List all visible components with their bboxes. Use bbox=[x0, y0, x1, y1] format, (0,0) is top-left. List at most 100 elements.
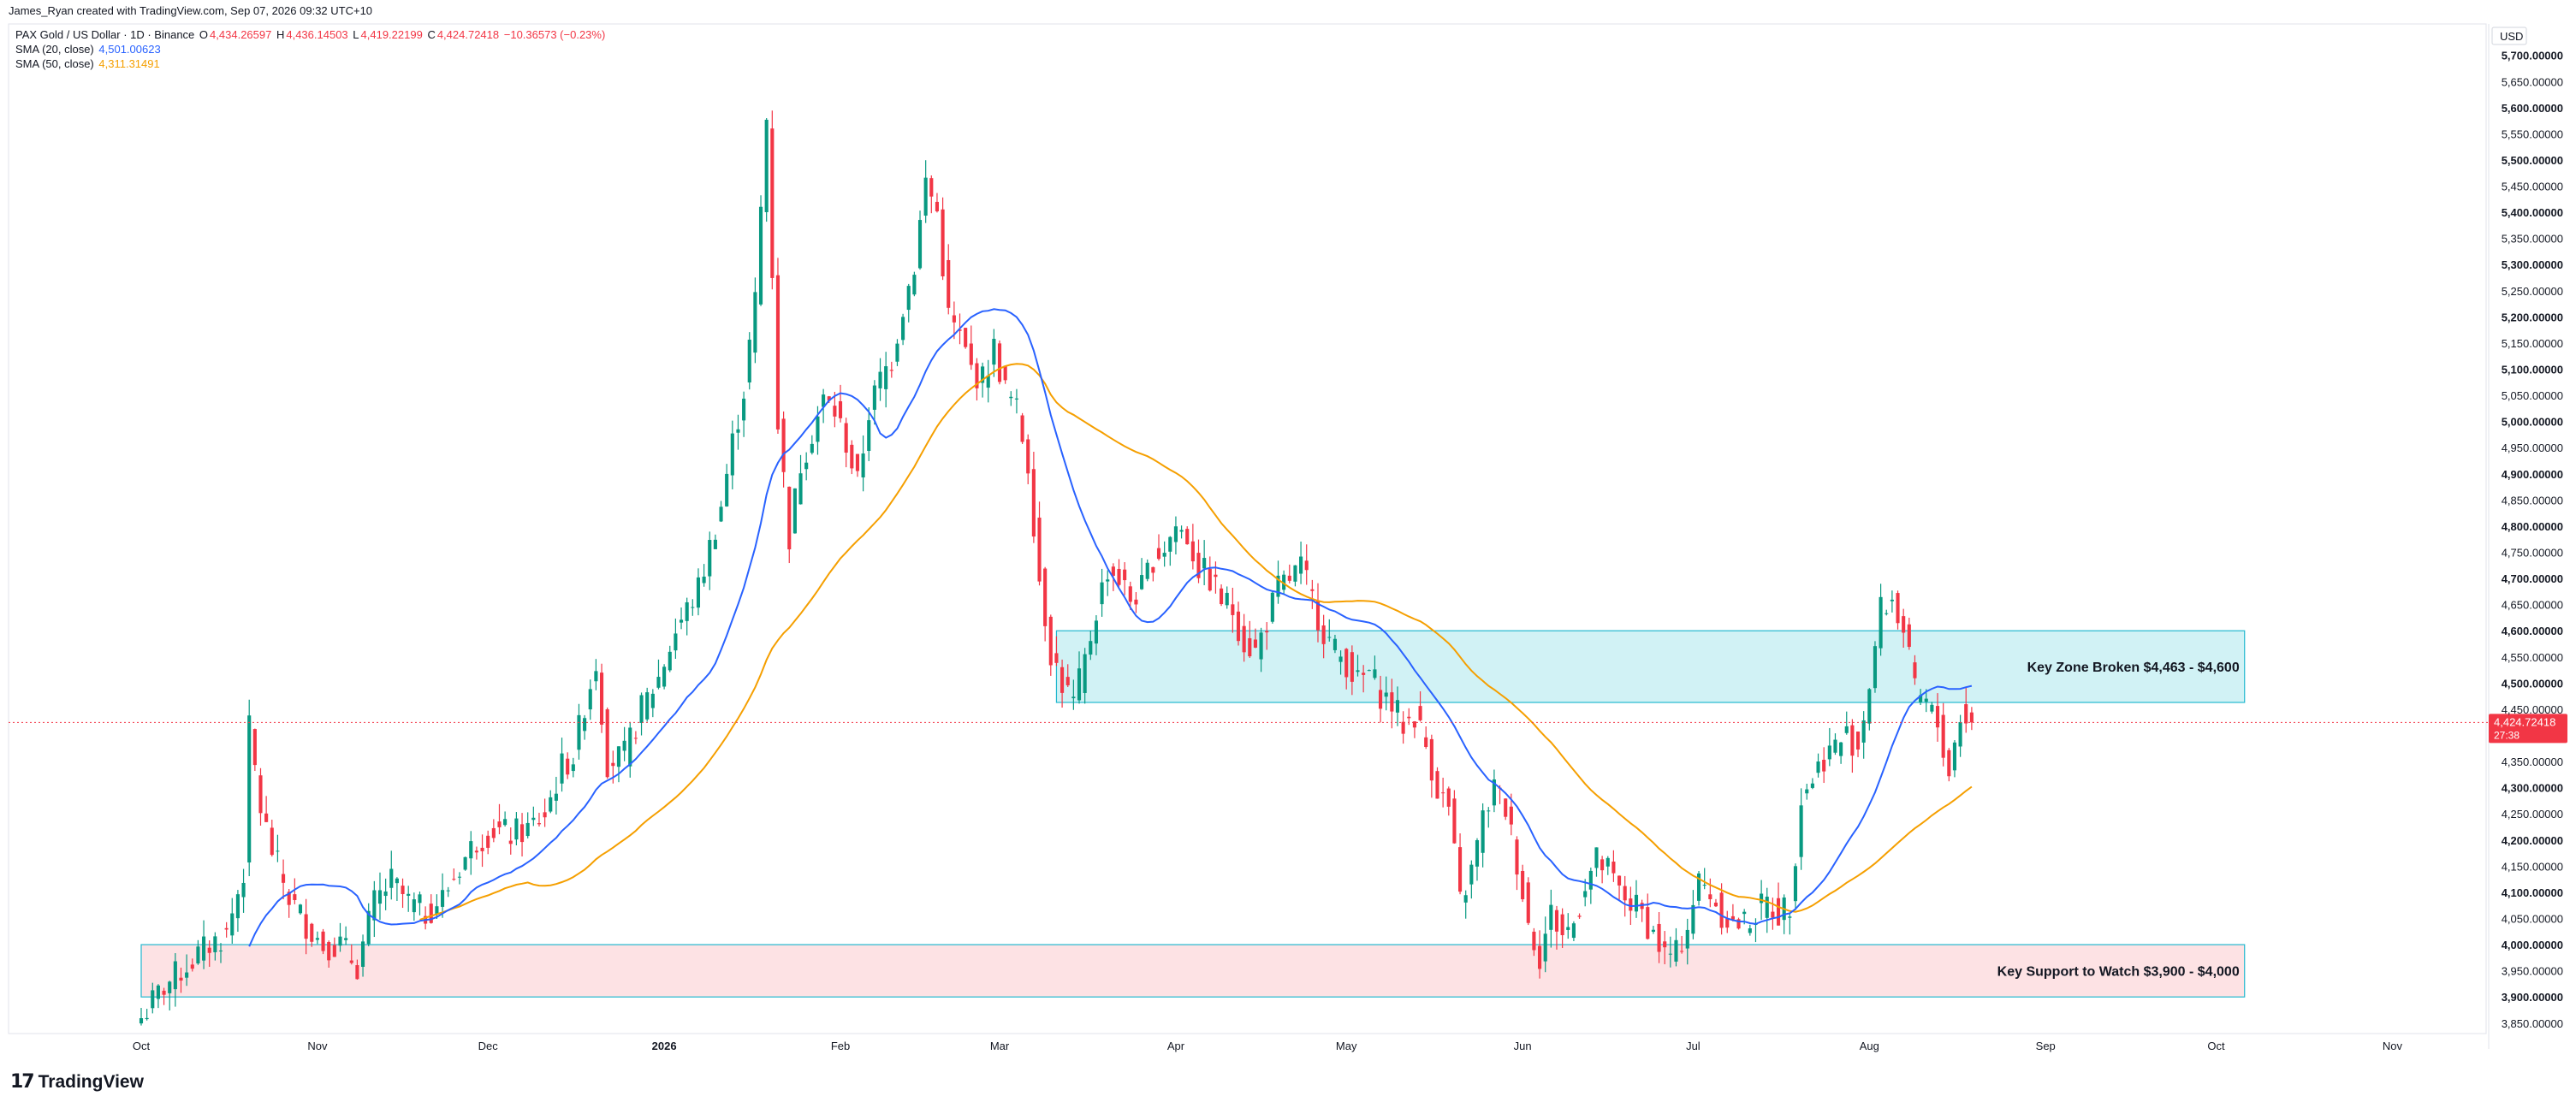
candle-body bbox=[685, 601, 689, 621]
candle-body bbox=[1492, 779, 1496, 806]
candle-body bbox=[1094, 620, 1098, 644]
support-zone-label: Key Support to Watch $3,900 - $4,000 bbox=[1997, 965, 2240, 980]
candle-body bbox=[1771, 911, 1775, 918]
y-tick-label: 5,550.00000 bbox=[2502, 127, 2563, 140]
candle-body bbox=[1162, 553, 1166, 557]
candle-body bbox=[1310, 589, 1315, 591]
candle-body bbox=[1168, 536, 1172, 552]
candle-body bbox=[1696, 873, 1701, 901]
candle-body bbox=[1031, 469, 1036, 537]
candle-body bbox=[514, 818, 519, 840]
candle-body bbox=[1356, 670, 1360, 673]
candle-body bbox=[1861, 720, 1866, 743]
candle-body bbox=[298, 904, 303, 914]
y-tick-label: 5,100.00000 bbox=[2502, 364, 2563, 376]
candle-body bbox=[1395, 700, 1400, 713]
candle-body bbox=[1748, 928, 1752, 933]
high-value: 4,436.14503 bbox=[286, 28, 348, 41]
candle-body bbox=[730, 433, 734, 476]
y-tick-label: 5,200.00000 bbox=[2502, 311, 2563, 323]
candle-body bbox=[1333, 638, 1337, 650]
candle-body bbox=[1515, 839, 1519, 875]
candle-body bbox=[372, 890, 377, 921]
candle-body bbox=[1424, 737, 1428, 747]
x-tick-label: Mar bbox=[990, 1040, 1010, 1052]
candle-body bbox=[407, 893, 411, 896]
sma20-value: 4,501.00623 bbox=[98, 43, 161, 56]
candle-body bbox=[315, 938, 319, 940]
candle-body bbox=[1736, 919, 1741, 929]
candle-body bbox=[1730, 915, 1735, 920]
y-tick-label: 4,900.00000 bbox=[2502, 468, 2563, 481]
candle-body bbox=[775, 275, 781, 430]
candle-body bbox=[838, 400, 843, 418]
candle-body bbox=[952, 315, 956, 323]
candle-body bbox=[850, 444, 854, 469]
candle-body bbox=[1952, 742, 1957, 771]
candle-body bbox=[1805, 789, 1809, 794]
candle-body bbox=[1969, 712, 1974, 723]
candle-body bbox=[923, 177, 928, 216]
candle-body bbox=[230, 913, 234, 936]
candle-body bbox=[1481, 810, 1485, 853]
candle-body bbox=[1009, 396, 1013, 399]
candle-body bbox=[1919, 695, 1923, 702]
y-tick-label: 5,650.00000 bbox=[2502, 75, 2563, 88]
candle-body bbox=[1566, 927, 1570, 930]
candle-body bbox=[747, 340, 751, 382]
candle-body bbox=[577, 714, 581, 750]
candle-body bbox=[1964, 704, 1968, 724]
candle-body bbox=[1924, 698, 1928, 702]
candle-body bbox=[566, 758, 570, 775]
tradingview-logo[interactable]: 17 TradingView bbox=[10, 1071, 144, 1093]
y-tick-label: 5,300.00000 bbox=[2502, 258, 2563, 271]
candle-body bbox=[252, 729, 257, 766]
candle-body bbox=[560, 753, 564, 784]
candle-body bbox=[662, 667, 667, 687]
candle-body bbox=[1850, 725, 1855, 756]
candle-body bbox=[1390, 692, 1394, 712]
candle-body bbox=[1060, 667, 1065, 693]
y-tick-label: 4,600.00000 bbox=[2502, 625, 2563, 637]
candle-body bbox=[1048, 616, 1053, 666]
candle-body bbox=[1521, 870, 1525, 900]
candle-body bbox=[981, 366, 985, 383]
candle-body bbox=[327, 942, 331, 961]
candle-body bbox=[986, 375, 990, 388]
candle-body bbox=[1713, 902, 1718, 907]
candle-body bbox=[605, 709, 609, 778]
candle-body bbox=[810, 443, 814, 453]
candle-body bbox=[1543, 933, 1547, 962]
candle-body bbox=[1231, 604, 1235, 615]
candle-body bbox=[1452, 798, 1457, 844]
candle-body bbox=[377, 890, 383, 904]
sma20-legend-row[interactable]: SMA (20, close) 4,501.00623 bbox=[15, 42, 607, 56]
candle-body bbox=[753, 292, 757, 353]
candle-body bbox=[964, 328, 968, 347]
close-label: C bbox=[427, 28, 436, 41]
candle-body bbox=[1293, 565, 1297, 582]
sma50-legend-row[interactable]: SMA (50, close) 4,311.31491 bbox=[15, 56, 607, 71]
x-tick-label: Apr bbox=[1167, 1040, 1185, 1052]
candle-body bbox=[1532, 931, 1536, 951]
candle-body bbox=[1304, 560, 1309, 571]
candle-body bbox=[861, 453, 865, 477]
candle-body bbox=[1315, 600, 1321, 631]
y-tick-label: 3,850.00000 bbox=[2502, 1017, 2563, 1030]
candle-body bbox=[360, 941, 365, 967]
candle-body bbox=[1026, 439, 1030, 474]
candle-body bbox=[719, 507, 723, 522]
candle-body bbox=[1077, 668, 1082, 701]
candle-body bbox=[1214, 574, 1218, 578]
candle-body bbox=[1208, 568, 1212, 591]
change-value: −10.36573 (−0.23%) bbox=[503, 28, 606, 41]
candle-body bbox=[736, 429, 740, 433]
symbol-label[interactable]: PAX Gold / US Dollar · 1D · Binance bbox=[15, 28, 195, 41]
candle-body bbox=[1588, 870, 1593, 890]
candle-body bbox=[1702, 885, 1706, 886]
candle-body bbox=[1907, 624, 1911, 648]
candle-body bbox=[997, 343, 1002, 382]
candle-body bbox=[1663, 941, 1667, 948]
y-tick-label: 5,000.00000 bbox=[2502, 416, 2563, 429]
